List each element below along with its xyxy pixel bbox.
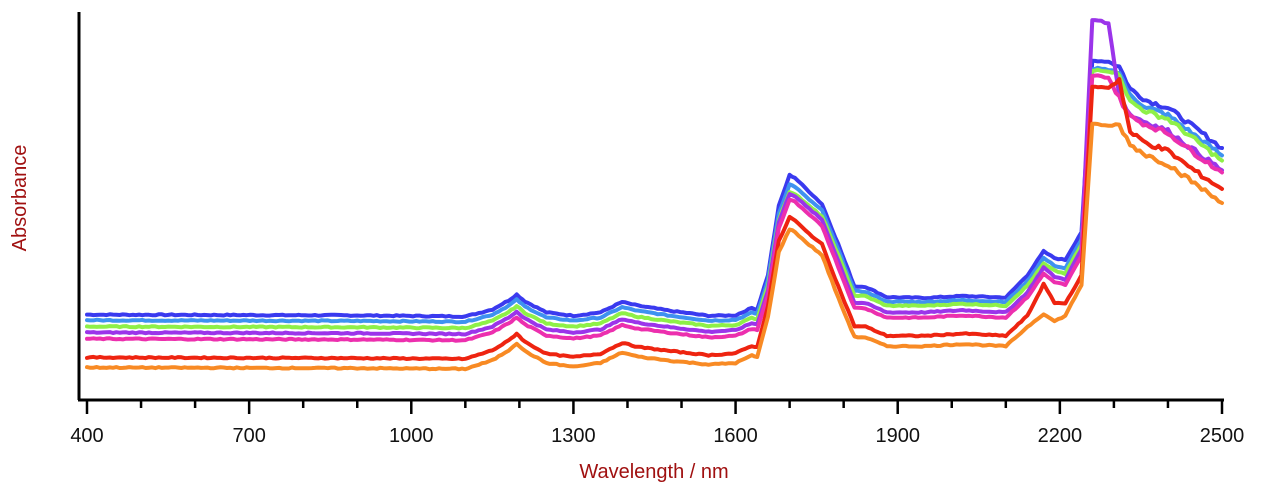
series-line-6 [85, 77, 1224, 362]
x-tick-label: 1300 [551, 425, 596, 447]
x-ticks-group: 400 700 1000 1300 1600 1900 2200 2500 [70, 401, 1244, 447]
series-line-5 [85, 73, 1224, 343]
x-tick-label: 1000 [389, 425, 434, 447]
series-line-3 [85, 67, 1224, 331]
x-tick-label: 2500 [1200, 425, 1245, 447]
x-tick-label: 400 [70, 425, 103, 447]
x-tick-label: 2200 [1038, 425, 1083, 447]
x-tick-label: 1600 [713, 425, 758, 447]
series-line-2 [85, 65, 1224, 325]
x-tick-label: 700 [232, 425, 265, 447]
x-axis-label: Wavelength / nm [579, 461, 728, 483]
y-axis-label: Absorbance [9, 145, 31, 252]
x-tick-label: 1900 [875, 425, 920, 447]
series-line-1 [85, 58, 1224, 319]
series-line-7 [85, 121, 1224, 372]
series-group [85, 18, 1224, 372]
series-line-4 [85, 18, 1224, 337]
